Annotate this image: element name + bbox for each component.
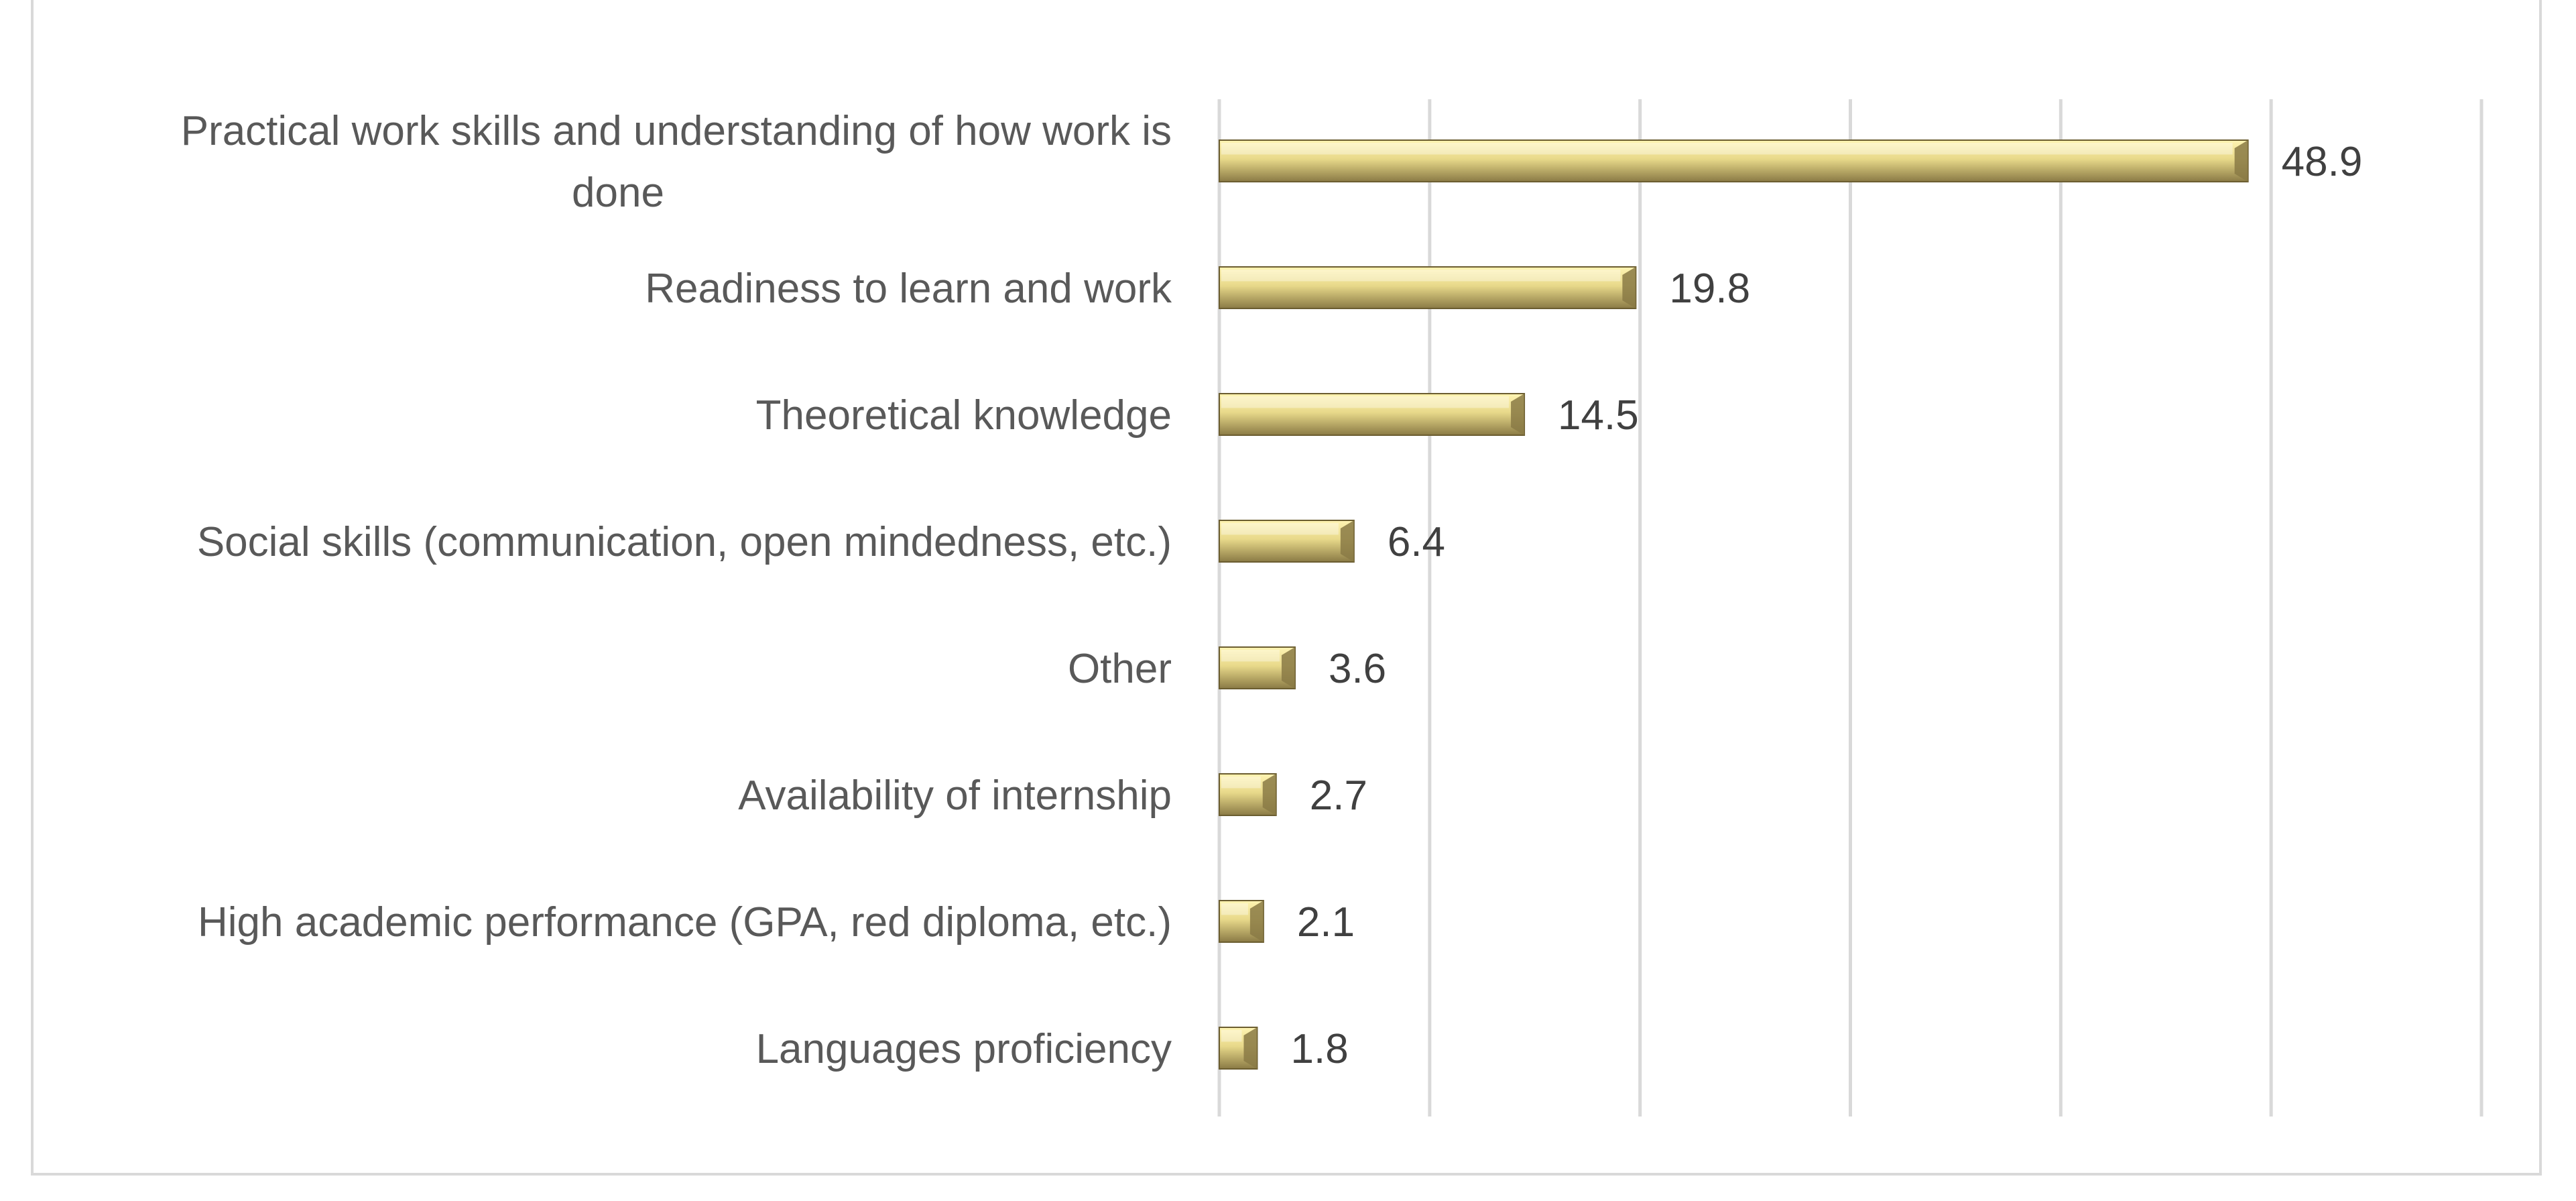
data-label: 3.6 [1329, 646, 1386, 692]
category-label: Other [1068, 646, 1172, 692]
bar [1219, 139, 2249, 182]
data-label: 2.1 [1297, 899, 1355, 946]
bar-bevel [1243, 1027, 1258, 1069]
bar-highlight [1221, 903, 1248, 915]
category-label: done [572, 170, 664, 216]
bar-bevel [1262, 774, 1276, 815]
data-label: 48.9 [2282, 139, 2363, 185]
category-label: Availability of internship [738, 773, 1172, 819]
bar-body [1219, 266, 1637, 309]
data-label: 6.4 [1388, 519, 1445, 565]
bar-bevel [2234, 140, 2248, 182]
bar-body [1219, 393, 1526, 436]
bar-highlight [1221, 396, 1510, 408]
bars [1219, 139, 2249, 1070]
bar-bevel [1340, 520, 1354, 562]
bar-bevel [1511, 394, 1525, 435]
bar [1219, 773, 1277, 816]
bar-chart: Practical work skills and understanding … [181, 99, 2483, 1117]
bar [1219, 900, 1264, 943]
category-labels: Practical work skills and understanding … [181, 108, 1172, 1072]
bar-highlight [1221, 270, 1621, 282]
value-labels: 48.9 19.8 14.5 6.4 3.6 2.7 2.1 1.8 [1290, 139, 2362, 1072]
category-label: Languages proficiency [756, 1026, 1172, 1072]
data-label: 1.8 [1290, 1026, 1348, 1072]
category-label: High academic performance (GPA, red dipl… [198, 899, 1172, 946]
bar-highlight [1221, 777, 1261, 789]
data-label: 19.8 [1669, 266, 1750, 312]
category-label: Theoretical knowledge [756, 392, 1172, 439]
category-label: Practical work skills and understanding … [181, 108, 1172, 154]
bar-bevel [1281, 647, 1295, 689]
bar-highlight [1221, 523, 1339, 535]
bar-body [1219, 139, 2249, 182]
bar [1219, 1027, 1258, 1070]
data-label: 2.7 [1310, 773, 1367, 819]
gridlines [1217, 99, 2483, 1117]
bar [1219, 520, 1355, 563]
bar-highlight [1221, 1030, 1242, 1042]
data-label: 14.5 [1558, 392, 1639, 439]
category-label: Social skills (communication, open minde… [197, 519, 1172, 565]
bar-highlight [1221, 650, 1280, 662]
bar [1219, 646, 1296, 689]
chart-frame: Practical work skills and understanding … [31, 0, 2542, 1176]
bar [1219, 393, 1526, 436]
bar-highlight [1221, 143, 2233, 155]
bar-bevel [1622, 267, 1636, 308]
bar-bevel [1249, 901, 1264, 942]
category-label: Readiness to learn and work [645, 266, 1172, 312]
bar [1219, 266, 1637, 309]
